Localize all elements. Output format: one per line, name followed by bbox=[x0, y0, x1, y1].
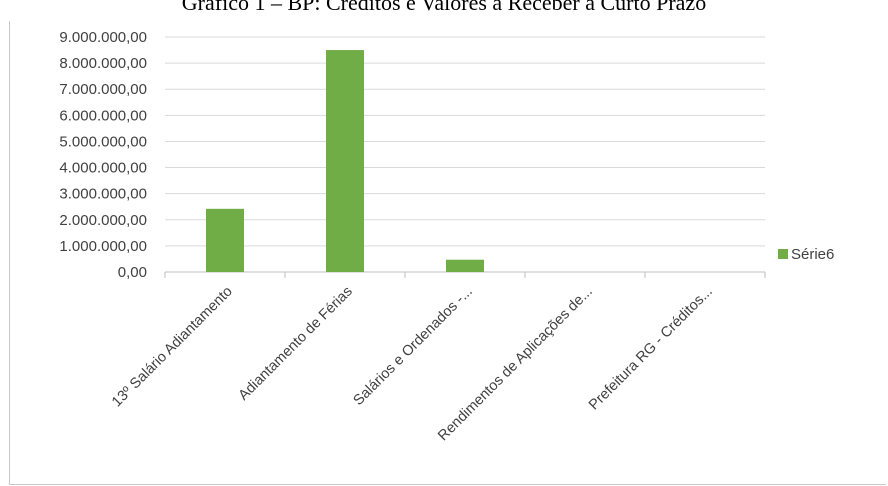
legend-swatch bbox=[778, 249, 788, 259]
y-tick-label: 5.000.000,00 bbox=[59, 133, 147, 150]
y-tick-label: 2.000.000,00 bbox=[59, 212, 147, 229]
gridlines bbox=[165, 36, 765, 273]
y-tick-label: 3.000.000,00 bbox=[59, 186, 147, 203]
legend-label: Série6 bbox=[791, 246, 834, 263]
y-tick-label: 9.000.000,00 bbox=[59, 29, 147, 46]
legend: Série6 bbox=[778, 246, 834, 263]
bar bbox=[206, 208, 244, 272]
x-category-label: Prefeitura RG - Créditos... bbox=[586, 284, 716, 414]
y-tick-label: 7.000.000,00 bbox=[59, 81, 147, 98]
x-axis-category-labels: 13º Salário Adiantamento Adiantamento de … bbox=[109, 284, 716, 445]
x-category-label: Salários e Ordenados -... bbox=[351, 284, 476, 409]
x-category-label: 13º Salário Adiantamento bbox=[109, 284, 236, 411]
figure-caption: Gráfico 1 – BP: Créditos e Valores a Rec… bbox=[181, 0, 707, 15]
y-tick-label: 6.000.000,00 bbox=[59, 107, 147, 124]
y-axis-tick-labels: 0,00 1.000.000,00 2.000.000,00 3.000.000,00… bbox=[59, 29, 147, 281]
x-category-label: Adiantamento de Férias bbox=[236, 284, 356, 404]
x-axis-tick-marks bbox=[164, 272, 766, 278]
bar bbox=[326, 50, 364, 272]
y-tick-label: 1.000.000,00 bbox=[59, 238, 147, 255]
y-tick-label: 0,00 bbox=[118, 264, 147, 281]
bar bbox=[446, 259, 484, 272]
chart-frame bbox=[9, 21, 886, 485]
y-tick-label: 4.000.000,00 bbox=[59, 160, 147, 177]
bars bbox=[206, 50, 484, 272]
y-tick-label: 8.000.000,00 bbox=[59, 55, 147, 72]
